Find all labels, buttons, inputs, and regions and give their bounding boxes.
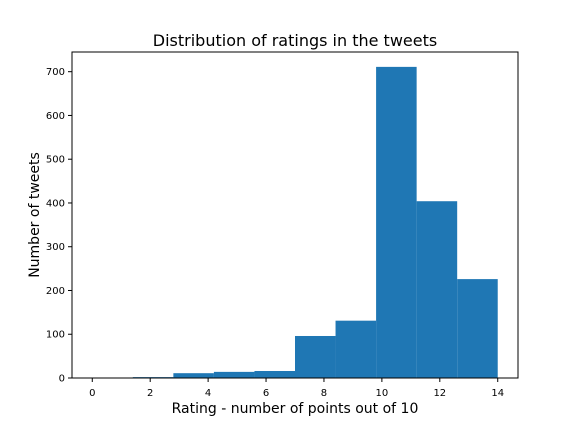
histogram-bar-5 xyxy=(295,335,336,378)
chart-title: Distribution of ratings in the tweets xyxy=(153,31,437,50)
y-axis: 0 100 200 300 400 500 600 700 xyxy=(46,67,72,385)
histogram-bar-7 xyxy=(376,66,417,378)
histogram-bar-8 xyxy=(416,201,458,378)
y-tick-label: 300 xyxy=(46,242,65,253)
y-tick-label: 700 xyxy=(46,67,65,78)
histogram-bar-6 xyxy=(335,320,377,378)
y-tick-label: 0 xyxy=(59,374,65,385)
plot-frame xyxy=(71,51,519,379)
x-tick-label: 6 xyxy=(263,388,269,399)
x-axis: 0 2 4 6 8 10 12 14 xyxy=(89,378,504,399)
y-tick-label: 100 xyxy=(46,330,65,341)
x-tick-label: 8 xyxy=(321,388,327,399)
x-tick-label: 4 xyxy=(205,388,211,399)
histogram-bar-2 xyxy=(173,373,214,378)
y-tick-label: 200 xyxy=(46,286,65,297)
x-tick-label: 2 xyxy=(147,388,153,399)
x-tick-label: 14 xyxy=(491,388,504,399)
y-tick-label: 400 xyxy=(46,198,65,209)
histogram-bar-4 xyxy=(254,370,295,378)
x-tick-label: 10 xyxy=(376,388,389,399)
bars-group xyxy=(132,66,498,378)
histogram-bar-9 xyxy=(457,279,498,378)
histogram-bar-3 xyxy=(213,371,255,378)
x-tick-label: 12 xyxy=(433,388,446,399)
x-axis-label: Rating - number of points out of 10 xyxy=(172,401,419,417)
y-tick-label: 600 xyxy=(46,111,65,122)
y-tick-label: 500 xyxy=(46,155,65,166)
y-axis-label: Number of tweets xyxy=(27,152,43,278)
x-tick-label: 0 xyxy=(89,388,95,399)
